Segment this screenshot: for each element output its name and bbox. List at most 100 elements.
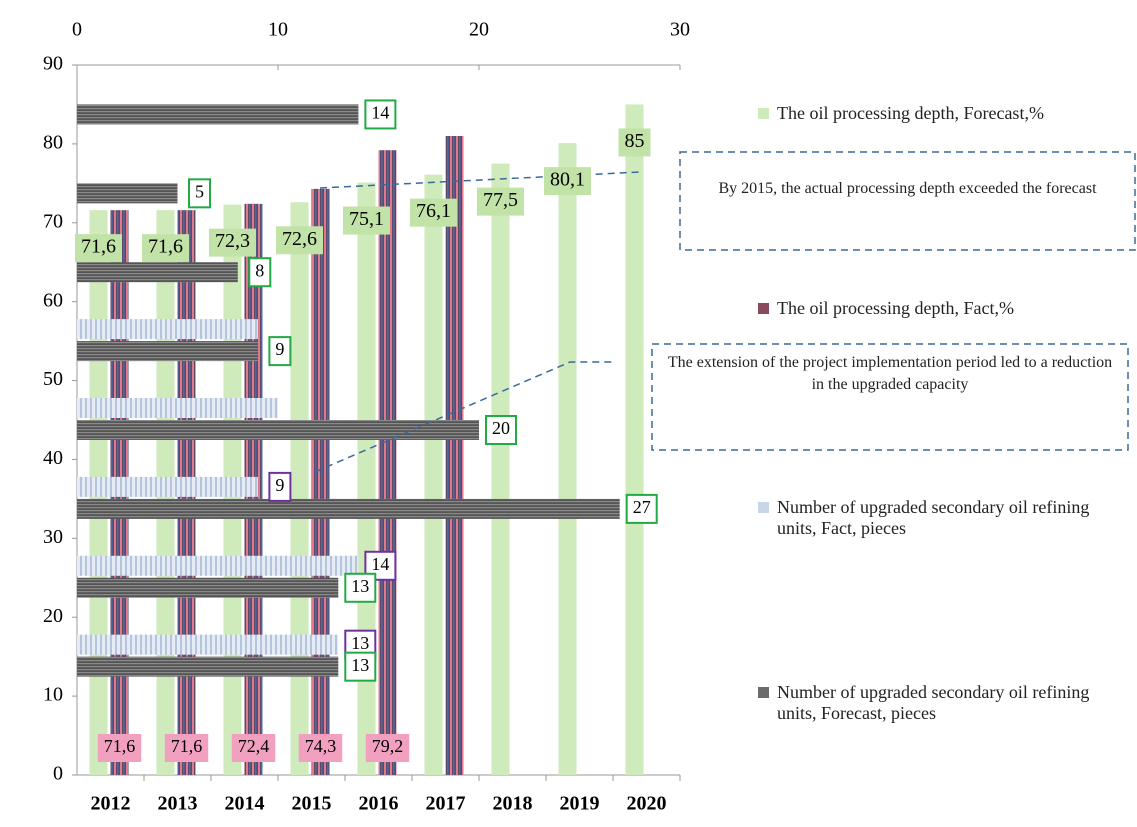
bar	[77, 319, 258, 340]
x2-tick-label: 20	[469, 19, 489, 41]
data-label: 13	[351, 655, 369, 675]
y-tick-label: 70	[43, 210, 63, 232]
bar	[77, 183, 178, 204]
label-box	[268, 471, 292, 502]
y-tick-label: 40	[43, 447, 63, 469]
y-tick-label: 20	[43, 605, 63, 627]
x-tick-label: 2016	[359, 793, 399, 815]
legend-label: Number of upgraded secondary oil refinin…	[777, 682, 1090, 723]
bar	[445, 136, 464, 775]
legend-swatch	[758, 108, 769, 119]
x2-tick-label: 30	[670, 19, 690, 41]
label-box	[188, 178, 211, 209]
bar	[77, 476, 258, 497]
bar	[378, 150, 397, 775]
annotation: The extension of the project implementat…	[667, 354, 1113, 393]
y-tick-label: 80	[43, 131, 63, 153]
legend-swatch	[758, 303, 769, 314]
x-tick-label: 2013	[158, 793, 198, 815]
y-tick-label: 10	[43, 684, 63, 706]
label-box	[298, 734, 343, 762]
data-label: 27	[633, 497, 651, 517]
data-label: 5	[195, 181, 204, 201]
legend-item: The oil processing depth, Forecast,%	[758, 103, 1118, 124]
label-box	[142, 234, 189, 263]
y-tick-label: 0	[53, 763, 63, 785]
x-tick-label: 2018	[493, 793, 533, 815]
label-box	[544, 167, 591, 196]
data-label: 13	[351, 633, 369, 653]
label-box	[276, 226, 323, 255]
label-box	[625, 493, 658, 524]
bar	[77, 341, 258, 362]
bar	[77, 420, 479, 440]
data-label: 85	[625, 130, 645, 152]
x-tick-label: 2020	[627, 793, 667, 815]
data-label: 20	[492, 418, 510, 438]
label-box	[164, 734, 209, 762]
y-tick-label: 50	[43, 368, 63, 390]
legend-swatch	[758, 687, 769, 698]
connector	[314, 361, 612, 473]
label-box	[485, 415, 517, 445]
y-tick-label: 60	[43, 289, 63, 311]
data-label: 9	[275, 339, 284, 359]
label-box	[344, 572, 377, 603]
data-label: 72,3	[215, 230, 250, 252]
data-label: 80,1	[550, 169, 585, 191]
legend-swatch	[758, 502, 769, 513]
label-box	[364, 99, 397, 130]
x-tick-label: 2012	[91, 793, 131, 815]
data-label: 14	[371, 554, 389, 574]
y-tick-label: 90	[43, 53, 63, 75]
bar	[77, 634, 339, 655]
bar	[625, 104, 644, 775]
data-label: 13	[351, 576, 369, 596]
label-box	[248, 257, 272, 288]
x-tick-label: 2019	[560, 793, 600, 815]
bar	[77, 498, 620, 519]
label-box	[231, 734, 276, 762]
legend-item: Number of upgraded secondary oil refinin…	[758, 682, 1118, 724]
x-tick-label: 2017	[426, 793, 466, 815]
label-box	[365, 734, 410, 762]
label-box	[477, 187, 524, 216]
bar	[77, 398, 278, 418]
x2-tick-label: 0	[72, 19, 82, 41]
label-box	[410, 198, 457, 227]
data-label: 9	[275, 475, 284, 495]
bar	[290, 202, 309, 775]
note-box	[679, 151, 1136, 251]
label-box	[343, 206, 390, 235]
data-label: 72,4	[238, 736, 270, 756]
bar	[77, 577, 339, 598]
bar	[424, 174, 443, 776]
data-label: 71,6	[104, 736, 136, 756]
data-label: 71,6	[148, 236, 183, 258]
label-box	[75, 234, 122, 263]
label-box	[97, 734, 142, 762]
data-label: 8	[255, 260, 264, 280]
note-box	[651, 343, 1129, 451]
data-label: 72,6	[282, 228, 317, 250]
bar	[77, 555, 359, 576]
label-box	[268, 336, 292, 367]
connector	[319, 171, 641, 189]
x-tick-label: 2015	[292, 793, 332, 815]
bar	[77, 104, 359, 125]
label-box	[209, 228, 256, 257]
bar	[77, 262, 238, 283]
data-label: 76,1	[416, 200, 451, 222]
legend-label: The oil processing depth, Forecast,%	[777, 103, 1044, 123]
x2-tick-label: 10	[268, 19, 288, 41]
data-label: 71,6	[171, 736, 203, 756]
data-label: 75,1	[349, 208, 384, 230]
data-label: 71,6	[81, 236, 116, 258]
legend-item: Number of upgraded secondary oil refinin…	[758, 497, 1118, 539]
x-tick-label: 2014	[225, 793, 265, 815]
legend-label: Number of upgraded secondary oil refinin…	[777, 497, 1090, 538]
legend-label: The oil processing depth, Fact,%	[777, 298, 1014, 318]
bar	[558, 143, 577, 776]
